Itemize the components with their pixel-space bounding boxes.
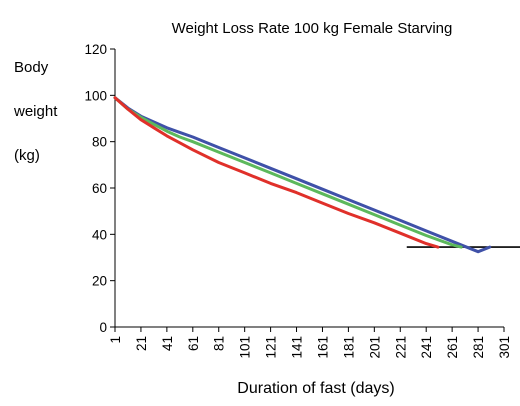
x-tick-label: 141 bbox=[290, 336, 305, 359]
series-line-3 bbox=[113, 96, 440, 249]
y-axis-label-line-3: (kg) bbox=[14, 147, 40, 164]
series-line-2 bbox=[113, 96, 463, 249]
x-tick-label: 101 bbox=[238, 336, 253, 359]
y-tick-label: 80 bbox=[92, 135, 107, 150]
x-tick-label: 281 bbox=[471, 336, 486, 359]
y-tick-label: 100 bbox=[84, 88, 107, 103]
x-tick-label: 161 bbox=[315, 336, 330, 359]
x-tick-label: 301 bbox=[497, 336, 512, 359]
x-axis-label: Duration of fast (days) bbox=[237, 380, 394, 397]
series-layer bbox=[113, 96, 520, 254]
x-tick-label: 201 bbox=[367, 336, 382, 359]
x-tick-label: 61 bbox=[186, 336, 201, 351]
y-tick-label: 20 bbox=[92, 274, 107, 289]
x-tick-label: 21 bbox=[134, 336, 149, 351]
x-tick-label: 121 bbox=[264, 336, 279, 359]
series-line-1 bbox=[113, 96, 492, 254]
y-tick-label: 60 bbox=[92, 181, 107, 196]
x-tick-label: 1 bbox=[108, 336, 123, 344]
y-tick-label: 120 bbox=[84, 42, 107, 57]
y-axis-label-line-2: weight bbox=[13, 103, 58, 120]
x-tick-label: 41 bbox=[160, 336, 175, 351]
x-tick-label: 181 bbox=[341, 336, 356, 359]
x-tick-label: 241 bbox=[419, 336, 434, 359]
chart-title: Weight Loss Rate 100 kg Female Starving bbox=[172, 20, 453, 37]
x-tick-label: 261 bbox=[445, 336, 460, 359]
x-tick-label: 221 bbox=[393, 336, 408, 359]
y-tick-label: 0 bbox=[99, 320, 107, 335]
y-axis-label-line-1: Body bbox=[14, 59, 49, 76]
y-tick-label: 40 bbox=[92, 227, 107, 242]
x-tick-label: 81 bbox=[212, 336, 227, 351]
